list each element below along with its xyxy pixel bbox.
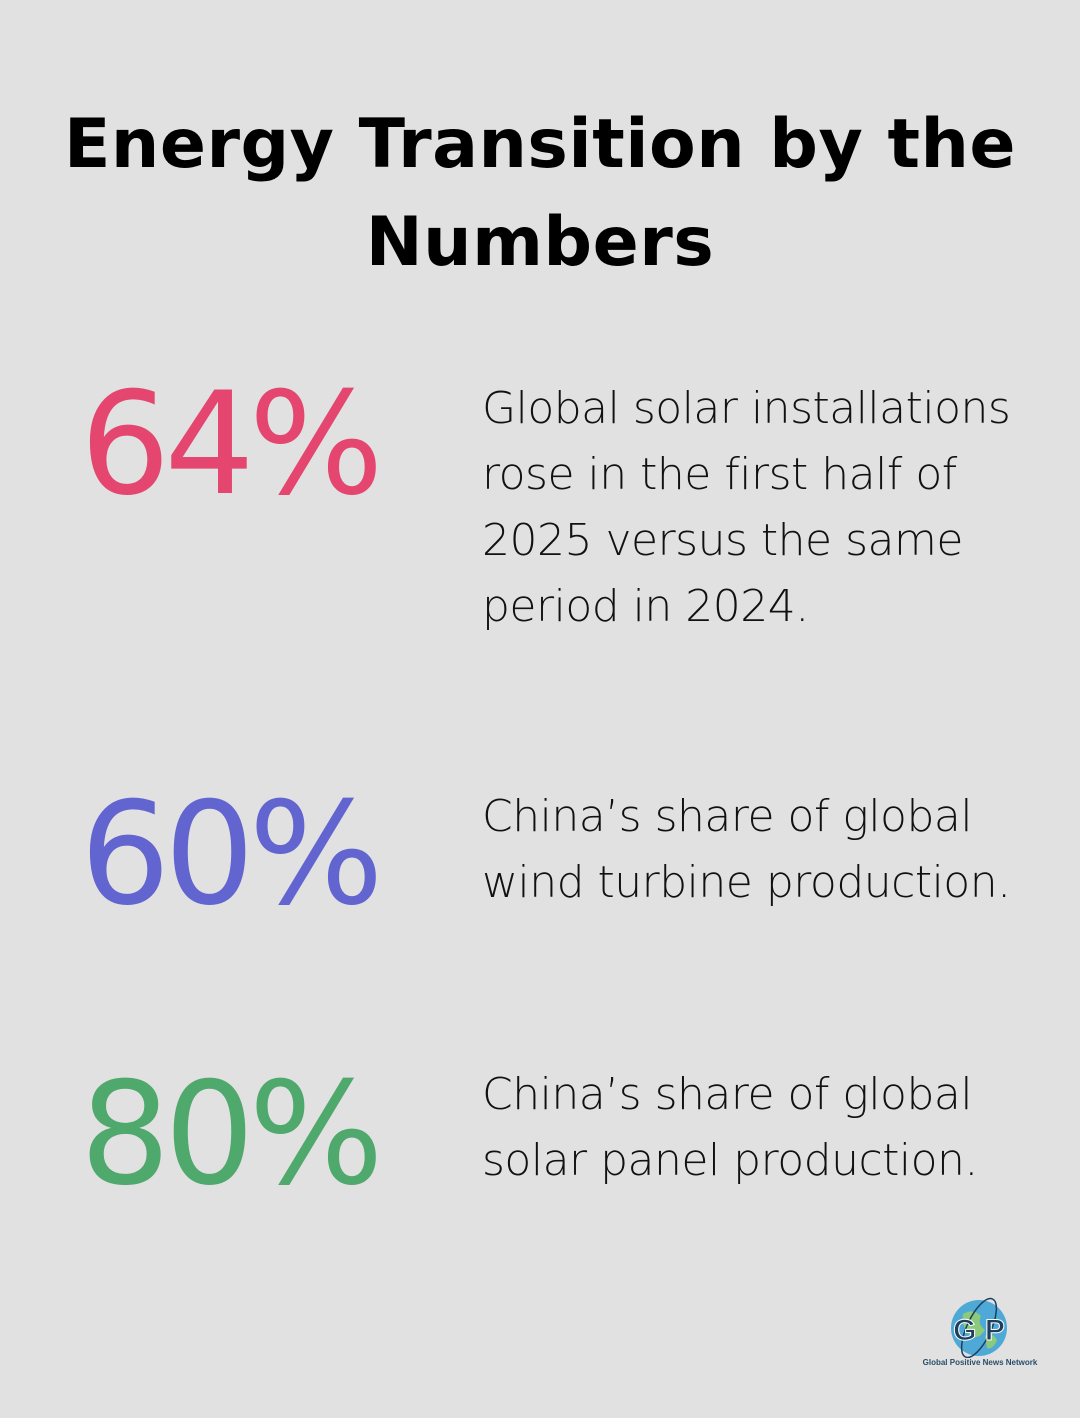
stat-value: 64% bbox=[80, 362, 384, 527]
stat-description: China’s share of global wind turbine pro… bbox=[482, 791, 1011, 908]
stat-description: China’s share of global solar panel prod… bbox=[482, 1069, 978, 1186]
page-title: Energy Transition by the Numbers bbox=[63, 105, 1017, 282]
globe-icon: G P bbox=[951, 1297, 1007, 1359]
stat-description: Global solar installations rose in the f… bbox=[482, 383, 1011, 632]
stat-value: 80% bbox=[80, 1052, 384, 1217]
logo-name: Global Positive News Network bbox=[922, 1358, 1038, 1367]
stat-value: 60% bbox=[80, 772, 384, 937]
logo: G P Global Positive News Network bbox=[915, 1296, 1045, 1376]
logo-letters: G P bbox=[953, 1314, 1005, 1347]
